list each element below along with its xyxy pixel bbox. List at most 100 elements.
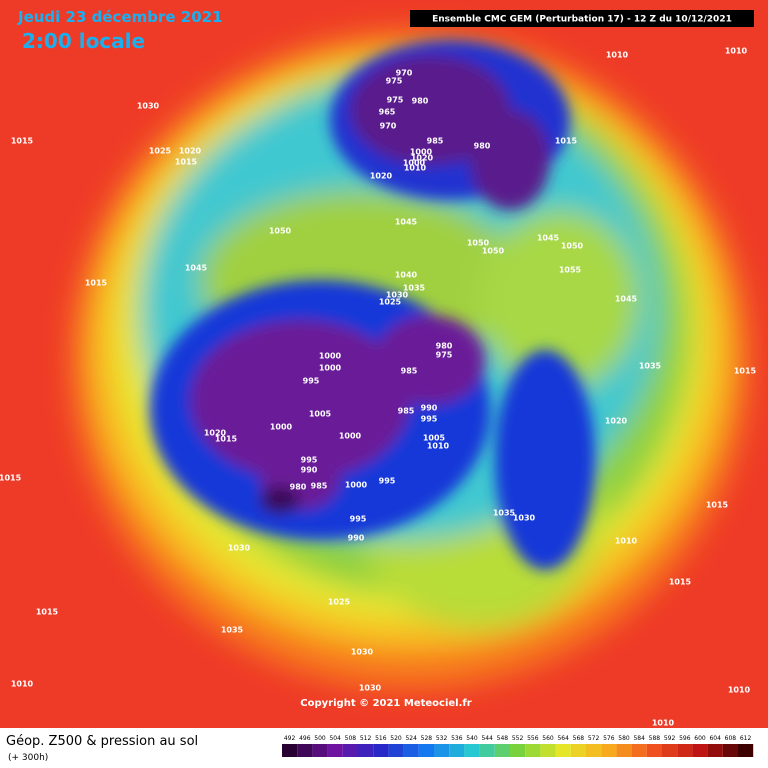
scale-label: 580	[618, 735, 630, 742]
pressure-label: 1015	[215, 435, 238, 444]
scale-label: 520	[390, 735, 402, 742]
scale-label: 568	[573, 735, 585, 742]
pressure-label: 1030	[513, 514, 536, 523]
scale-swatch	[403, 744, 419, 757]
pressure-label: 1020	[605, 417, 628, 426]
pressure-label: 1010	[728, 686, 751, 695]
pressure-label: 1050	[269, 227, 292, 236]
pressure-label: 1000	[403, 159, 426, 168]
color-scale: 492 496 500 504 508 512 516 520 524 528 532 536 540 5…	[282, 735, 754, 757]
pressure-label: 1010	[427, 442, 450, 451]
pressure-label: 1015	[706, 501, 729, 510]
pressure-label: 1025	[379, 298, 402, 307]
scale-label: 612	[740, 735, 752, 742]
scale-swatch	[707, 744, 723, 757]
pressure-label: 1000	[319, 352, 342, 361]
pressure-label: 1010	[404, 164, 427, 173]
pressure-label: 1000	[345, 481, 368, 490]
pressure-label: 1010	[615, 537, 638, 546]
pressure-label: 1030	[386, 291, 409, 300]
pressure-label: 975	[387, 96, 404, 105]
footer-lead: (+ 300h)	[8, 753, 48, 763]
scale-swatch	[342, 744, 358, 757]
pressure-label: 975	[436, 351, 453, 360]
pressure-label: 1015	[175, 158, 198, 167]
pressure-label: 995	[303, 377, 320, 386]
scale-swatch	[434, 744, 450, 757]
pressure-label: 1015	[669, 578, 692, 587]
scale-label: 604	[709, 735, 721, 742]
scale-label: 500	[314, 735, 326, 742]
scale-label: 528	[421, 735, 433, 742]
pressure-label: 1050	[482, 247, 505, 256]
pressure-label: 970	[396, 69, 413, 78]
scale-swatch	[601, 744, 617, 757]
pressure-label: 985	[311, 482, 328, 491]
pressure-label: 985	[401, 367, 418, 376]
scale-label: 564	[557, 735, 569, 742]
pressure-label: 980	[436, 342, 453, 351]
scale-label: 560	[542, 735, 554, 742]
scale-swatch	[373, 744, 389, 757]
pressure-label: 990	[421, 404, 438, 413]
scale-label: 552	[512, 735, 524, 742]
scale-label: 588	[649, 735, 661, 742]
scale-swatch	[586, 744, 602, 757]
pressure-label: 980	[412, 97, 429, 106]
scale-label: 600	[694, 735, 706, 742]
pressure-label: 1050	[561, 242, 584, 251]
pressure-label: 1025	[328, 598, 351, 607]
scale-swatch	[297, 744, 313, 757]
pressure-label: 1040	[395, 271, 418, 280]
scale-label: 544	[481, 735, 493, 742]
pressure-label: 975	[386, 77, 403, 86]
scale-swatch	[358, 744, 374, 757]
pressure-label: 995	[421, 415, 438, 424]
footer-title: Géop. Z500 & pression au sol	[6, 734, 198, 749]
scale-label: 496	[299, 735, 311, 742]
pressure-label: 985	[398, 407, 415, 416]
pressure-label: 985	[427, 137, 444, 146]
scale-swatch	[449, 744, 465, 757]
scale-swatch	[494, 744, 510, 757]
scale-label: 556	[527, 735, 539, 742]
scale-label: 504	[329, 735, 341, 742]
scale-swatch	[327, 744, 343, 757]
pressure-label: 1015	[734, 367, 757, 376]
scale-swatch	[555, 744, 571, 757]
scale-swatch	[646, 744, 662, 757]
scale-swatch	[388, 744, 404, 757]
copyright: Copyright © 2021 Meteociel.fr	[300, 698, 471, 709]
pressure-label: 1045	[395, 218, 418, 227]
scale-label: 540	[466, 735, 478, 742]
scale-swatch	[631, 744, 647, 757]
pressure-label: 1010	[606, 51, 629, 60]
scale-swatch	[692, 744, 708, 757]
pressure-label: 1020	[411, 154, 434, 163]
pressure-label: 1020	[179, 147, 202, 156]
scale-swatch	[662, 744, 678, 757]
scale-label: 516	[375, 735, 387, 742]
run-box	[410, 10, 754, 27]
pressure-label: 995	[301, 456, 318, 465]
pressure-label: 1035	[639, 362, 662, 371]
scale-label: 592	[664, 735, 676, 742]
scale-swatch	[570, 744, 586, 757]
scale-label: 608	[725, 735, 737, 742]
time-label: 2:00 locale	[22, 29, 145, 53]
scale-swatch	[738, 744, 754, 757]
pressure-label: 995	[350, 515, 367, 524]
pressure-label: 1035	[493, 509, 516, 518]
scale-swatch	[479, 744, 495, 757]
height-field	[0, 0, 768, 728]
pressure-label: 1045	[185, 264, 208, 273]
pressure-label: 995	[379, 477, 396, 486]
scale-label: 512	[360, 735, 372, 742]
pressure-label: 1010	[652, 719, 675, 728]
scale-swatch	[312, 744, 328, 757]
pressure-label: 1015	[36, 608, 59, 617]
pressure-label: 1005	[309, 410, 332, 419]
pressure-label: 990	[301, 466, 318, 475]
pressure-label: 1055	[559, 266, 582, 275]
